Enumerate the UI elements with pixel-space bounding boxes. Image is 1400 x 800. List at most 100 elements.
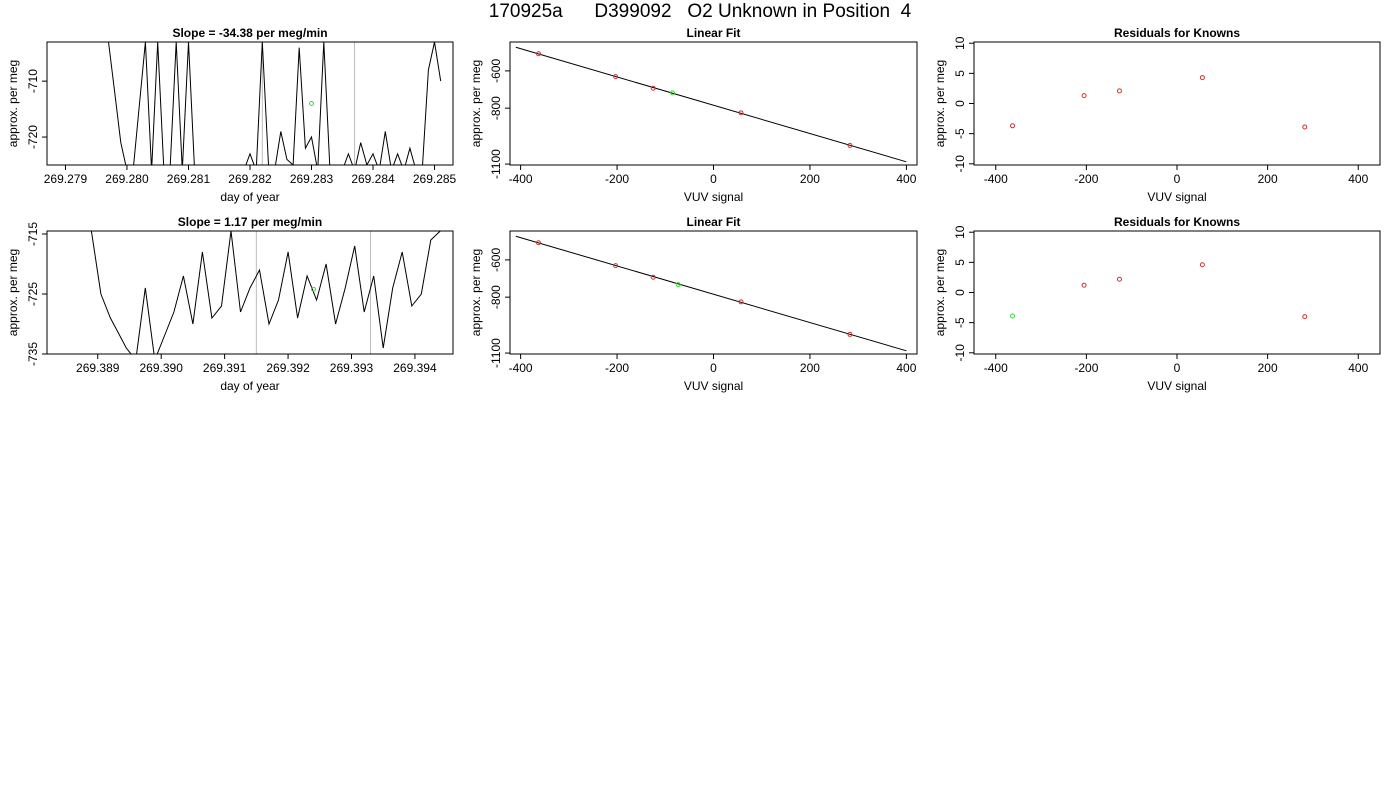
page-title: 170925a D399092 O2 Unknown in Position 4 (488, 1, 912, 22)
panel-title: Linear Fit (686, 26, 740, 40)
panel-3: Residuals for Knowns -400 -200 0 200 400 -10 -5… (933, 26, 1381, 204)
panel-title: Linear Fit (686, 215, 740, 229)
x-tick-label: -200 (605, 361, 629, 375)
y-tick-label: -1100 (489, 338, 503, 368)
x-tick-label: -400 (509, 172, 533, 186)
plot-frame (46, 41, 454, 166)
y-tick-label: 0 (953, 289, 967, 296)
x-tick-label: -400 (984, 361, 1008, 375)
y-axis-label: approx. per meg (6, 60, 20, 147)
y-tick-label: -10 (953, 344, 967, 362)
x-tick-label: 269.280 (105, 172, 149, 186)
panel-title: Slope = 1.17 per meg/min (178, 215, 322, 229)
x-tick-label: -200 (1074, 361, 1098, 375)
x-tick-label: -200 (605, 172, 629, 186)
x-axis-label: day of year (220, 190, 279, 204)
y-axis-label: approx. per meg (469, 60, 483, 147)
plot-area (1010, 75, 1308, 130)
y-tick-label: -715 (26, 222, 40, 246)
data-point (1199, 262, 1205, 268)
plot-frame (973, 230, 1381, 355)
y-axis-label: approx. per meg (933, 249, 947, 336)
x-tick-label: 400 (1348, 361, 1368, 375)
data-point (847, 331, 853, 337)
x-tick-label: 269.393 (330, 361, 374, 375)
data-point (675, 282, 681, 288)
x-tick-label: 269.282 (228, 172, 272, 186)
y-tick-label: -5 (953, 317, 967, 328)
x-tick-label: -200 (1074, 172, 1098, 186)
y-tick-label: -1100 (489, 149, 503, 179)
x-tick-label: 0 (1174, 361, 1181, 375)
data-point (1199, 75, 1205, 81)
panel-6: Residuals for Knowns -400 -200 0 200 400 -10 -5… (933, 215, 1381, 393)
y-tick-label: 5 (953, 70, 967, 77)
panel-1: Slope = -34.38 per meg/min 269.279 269.280… (6, 26, 457, 204)
x-tick-label: 200 (800, 172, 820, 186)
fit-line (515, 235, 907, 352)
x-axis-label: day of year (220, 379, 279, 393)
x-tick-label: 400 (896, 361, 916, 375)
y-tick-label: -800 (489, 96, 503, 120)
data-point (670, 90, 676, 96)
x-tick-label: 269.283 (290, 172, 334, 186)
data-point (309, 101, 315, 106)
y-tick-label: -600 (489, 248, 503, 272)
panel-title: Residuals for Knowns (1114, 26, 1240, 40)
x-tick-label: 0 (710, 172, 717, 186)
panel-title: Residuals for Knowns (1114, 215, 1240, 229)
panel-title: Slope = -34.38 per meg/min (172, 26, 327, 40)
plot-area (108, 42, 442, 165)
panel-2: Linear Fit -400 -200 0 200 400 -1100 -800 -600 VU… (469, 26, 918, 204)
y-tick-label: 10 (953, 225, 967, 239)
data-point (1116, 276, 1122, 282)
x-tick-label: 0 (710, 361, 717, 375)
plot-area (1010, 262, 1308, 320)
y-tick-label: -735 (26, 342, 40, 366)
plot-area (515, 235, 907, 352)
y-tick-label: -600 (489, 59, 503, 83)
x-tick-label: 269.389 (76, 361, 120, 375)
x-tick-label: 269.279 (44, 172, 88, 186)
x-tick-label: 200 (800, 361, 820, 375)
x-axis-label: VUV signal (684, 190, 743, 204)
x-tick-label: -400 (984, 172, 1008, 186)
data-point (310, 286, 316, 292)
x-tick-label: 269.285 (413, 172, 457, 186)
data-point (738, 110, 744, 116)
panel-4: Slope = 1.17 per meg/min 269.389 269.390 26… (6, 215, 454, 393)
x-tick-label: 269.391 (203, 361, 247, 375)
plot-frame (973, 41, 1381, 166)
x-tick-label: 0 (1174, 172, 1181, 186)
x-tick-label: 269.284 (351, 172, 395, 186)
plot-area (515, 46, 907, 163)
fit-line (515, 46, 907, 163)
y-tick-label: -800 (489, 285, 503, 309)
y-tick-label: -710 (26, 69, 40, 93)
y-tick-label: -720 (26, 125, 40, 149)
x-tick-label: 400 (1348, 172, 1368, 186)
y-axis-label: approx. per meg (933, 60, 947, 147)
y-axis-label: approx. per meg (6, 249, 20, 336)
series-line (90, 231, 441, 354)
data-point (1081, 93, 1087, 99)
y-tick-label: -5 (953, 128, 967, 139)
x-tick-label: 269.390 (139, 361, 183, 375)
x-tick-label: 200 (1258, 361, 1278, 375)
data-point (1081, 282, 1087, 288)
data-point (1116, 88, 1122, 94)
data-point (613, 74, 619, 80)
y-axis-label: approx. per meg (469, 249, 483, 336)
panel-5: Linear Fit -400 -200 0 200 400 -1100 -800 -600 VU… (469, 215, 918, 393)
x-axis-label: VUV signal (1147, 379, 1206, 393)
x-axis-label: VUV signal (1147, 190, 1206, 204)
data-point (1302, 124, 1308, 130)
plot-frame (46, 230, 454, 355)
x-tick-label: 269.392 (266, 361, 310, 375)
data-point (738, 299, 744, 305)
data-point (650, 85, 656, 91)
x-tick-label: 269.394 (393, 361, 437, 375)
data-point (1010, 313, 1016, 319)
plot-area (90, 231, 441, 354)
